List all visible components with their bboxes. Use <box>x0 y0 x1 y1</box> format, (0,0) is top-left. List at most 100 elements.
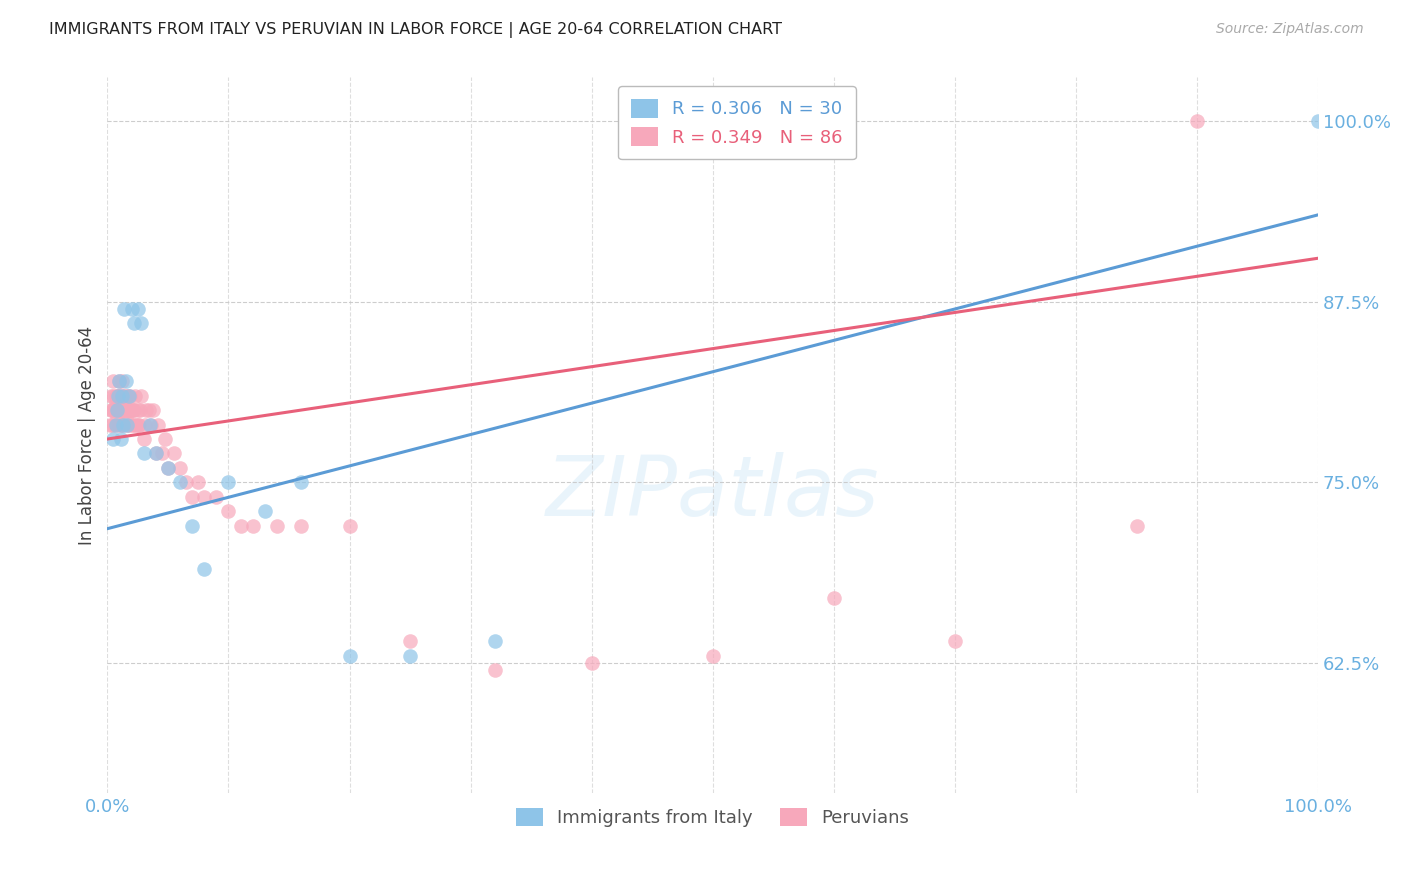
Point <box>290 518 312 533</box>
Point <box>105 403 128 417</box>
Point <box>103 374 125 388</box>
Point <box>108 389 131 403</box>
Point <box>145 446 167 460</box>
Point <box>193 490 215 504</box>
Point <box>111 374 134 388</box>
Point <box>121 403 143 417</box>
Point <box>145 446 167 460</box>
Point <box>169 461 191 475</box>
Point <box>121 301 143 316</box>
Point <box>100 389 122 403</box>
Point <box>114 374 136 388</box>
Point <box>139 417 162 432</box>
Point <box>127 301 149 316</box>
Point <box>132 446 155 460</box>
Point <box>339 648 361 663</box>
Point <box>217 475 239 490</box>
Point <box>484 634 506 648</box>
Point <box>128 417 150 432</box>
Point <box>114 410 136 425</box>
Point <box>1125 518 1147 533</box>
Point <box>134 417 156 432</box>
Point <box>339 518 361 533</box>
Point <box>129 316 152 330</box>
Point <box>187 475 209 490</box>
Point <box>205 490 228 504</box>
Point <box>112 417 135 432</box>
Point <box>148 417 170 432</box>
Point <box>122 417 145 432</box>
Point <box>108 417 131 432</box>
Point <box>120 403 142 417</box>
Y-axis label: In Labor Force | Age 20-64: In Labor Force | Age 20-64 <box>79 326 96 545</box>
Point <box>118 389 141 403</box>
Point <box>112 301 135 316</box>
Point <box>399 634 422 648</box>
Point <box>163 446 186 460</box>
Point <box>581 656 603 670</box>
Point <box>104 403 127 417</box>
Point <box>124 389 146 403</box>
Point <box>155 432 177 446</box>
Point <box>114 389 136 403</box>
Point <box>98 417 121 432</box>
Point <box>1308 113 1330 128</box>
Text: IMMIGRANTS FROM ITALY VS PERUVIAN IN LABOR FORCE | AGE 20-64 CORRELATION CHART: IMMIGRANTS FROM ITALY VS PERUVIAN IN LAB… <box>49 22 782 38</box>
Point <box>108 374 131 388</box>
Point <box>702 648 724 663</box>
Point <box>104 417 127 432</box>
Point <box>266 518 288 533</box>
Point <box>129 403 152 417</box>
Point <box>112 389 135 403</box>
Point <box>253 504 276 518</box>
Point <box>104 403 127 417</box>
Point <box>156 461 179 475</box>
Point <box>110 403 132 417</box>
Point <box>115 403 138 417</box>
Point <box>181 518 204 533</box>
Point <box>111 403 134 417</box>
Point <box>111 389 134 403</box>
Point <box>108 403 131 417</box>
Point <box>181 490 204 504</box>
Point <box>115 417 138 432</box>
Point <box>399 648 422 663</box>
Point <box>122 403 145 417</box>
Point <box>135 403 157 417</box>
Point <box>139 417 162 432</box>
Point <box>112 403 135 417</box>
Point <box>103 432 125 446</box>
Point <box>103 403 125 417</box>
Point <box>112 403 135 417</box>
Point <box>138 403 160 417</box>
Point <box>229 518 252 533</box>
Point <box>110 417 132 432</box>
Text: ZIPatlas: ZIPatlas <box>546 452 880 533</box>
Point <box>114 403 136 417</box>
Point <box>121 417 143 432</box>
Point <box>107 389 129 403</box>
Point <box>108 374 131 388</box>
Point <box>105 403 128 417</box>
Legend: Immigrants from Italy, Peruvians: Immigrants from Italy, Peruvians <box>509 801 917 834</box>
Point <box>142 403 165 417</box>
Point <box>117 389 139 403</box>
Point <box>943 634 966 648</box>
Point <box>100 403 122 417</box>
Point <box>104 389 127 403</box>
Point <box>217 504 239 518</box>
Point <box>110 432 132 446</box>
Point <box>1185 113 1208 128</box>
Point <box>107 389 129 403</box>
Point <box>150 446 173 460</box>
Point <box>129 389 152 403</box>
Point <box>118 403 141 417</box>
Point <box>242 518 264 533</box>
Point <box>484 664 506 678</box>
Point <box>118 417 141 432</box>
Point <box>125 417 148 432</box>
Point <box>101 417 124 432</box>
Point <box>156 461 179 475</box>
Point <box>103 389 125 403</box>
Point <box>105 389 128 403</box>
